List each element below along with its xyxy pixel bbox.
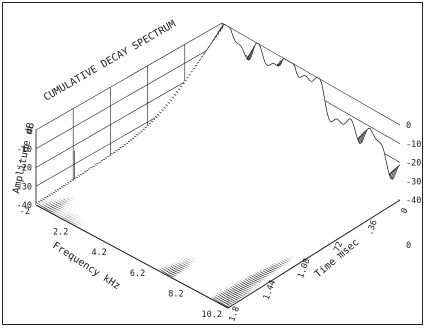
y-tick-label: .36 bbox=[365, 219, 380, 237]
floor-edge bbox=[227, 199, 401, 309]
decay-slice bbox=[221, 24, 401, 180]
z-tick-label-left: -10 bbox=[17, 145, 32, 155]
z-axis-label: Amplitude dB bbox=[11, 122, 37, 195]
z-tick-label-right: -20 bbox=[406, 159, 421, 169]
x-tick-label: -2 bbox=[20, 207, 30, 217]
x-tick-label: 4.2 bbox=[91, 248, 106, 258]
z-tick-label-left: 0 bbox=[27, 126, 32, 136]
slice-mask bbox=[38, 201, 230, 307]
slice-mask bbox=[36, 202, 228, 308]
z-tick-label-right: -40 bbox=[406, 196, 421, 206]
grid-line bbox=[35, 22, 223, 131]
slice-mask bbox=[222, 24, 400, 200]
x-tick-label: 2.2 bbox=[53, 228, 68, 238]
z-tick-label-right: 0 bbox=[406, 121, 411, 131]
x-axis-label: Frequency kHz bbox=[50, 240, 122, 292]
chart-title: CUMULATIVE DECAY SPECTRUM bbox=[42, 19, 178, 104]
y-tick-label: .72 bbox=[331, 240, 346, 258]
slice-mask bbox=[42, 198, 234, 305]
y-tick-label: 1.8 bbox=[227, 305, 242, 323]
z-tick-label-right: 0 bbox=[406, 241, 411, 251]
z-tick-label-right: -30 bbox=[406, 177, 421, 187]
z-tick-label-left: -40 bbox=[17, 201, 32, 211]
slice-mask bbox=[40, 199, 232, 306]
plot-frame bbox=[2, 2, 423, 325]
z-tick-label-left: -30 bbox=[17, 182, 32, 192]
x-tick-label: 6.2 bbox=[130, 269, 145, 279]
x-tick-label: 8.2 bbox=[168, 289, 183, 299]
z-tick-label-left: -20 bbox=[17, 164, 32, 174]
floor-edge bbox=[35, 204, 229, 309]
y-tick-label: 0 bbox=[399, 207, 410, 215]
grid-line bbox=[221, 22, 401, 126]
x-tick-label: 10.2 bbox=[202, 310, 222, 320]
z-tick-label-right: -10 bbox=[406, 140, 421, 150]
slice-mask bbox=[44, 197, 236, 304]
grid-line bbox=[35, 41, 223, 150]
decay-slices bbox=[35, 24, 401, 308]
